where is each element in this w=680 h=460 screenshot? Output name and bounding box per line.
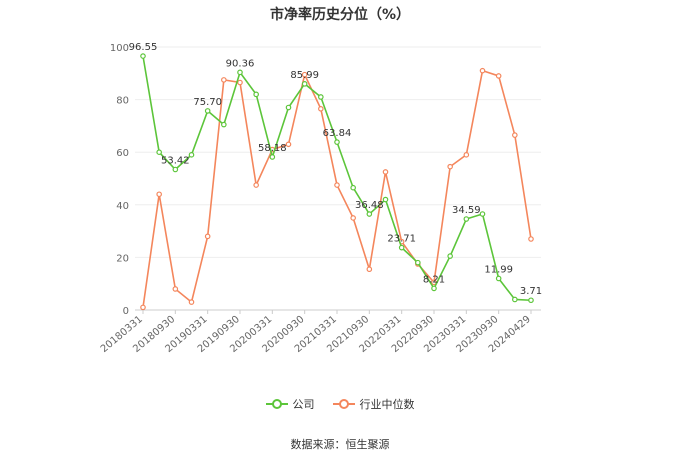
data-point — [528, 236, 534, 242]
data-point — [221, 121, 227, 128]
data-point — [140, 304, 146, 311]
data-point — [479, 211, 486, 217]
y-tick-label: 100 — [110, 43, 129, 54]
data-label: 3.71 — [520, 286, 542, 297]
data-point — [318, 106, 324, 112]
data-point — [156, 149, 162, 156]
legend-industry-icon — [332, 399, 355, 409]
data-point — [221, 77, 227, 83]
data-point — [334, 182, 340, 188]
data-label: 90.36 — [226, 58, 255, 69]
data-point — [301, 71, 308, 78]
data-point — [479, 67, 486, 74]
data-point — [382, 196, 389, 203]
data-point — [237, 79, 243, 86]
data-source: 数据来源：恒生聚源 — [290, 438, 390, 451]
data-point — [204, 233, 211, 240]
data-point — [463, 152, 470, 158]
data-point — [172, 286, 179, 292]
data-point — [188, 152, 195, 158]
y-tick-label: 40 — [116, 201, 129, 212]
data-label: 85.99 — [290, 70, 319, 81]
data-label: 58.18 — [258, 143, 287, 154]
data-label: 34.59 — [452, 205, 481, 216]
data-point — [463, 216, 470, 222]
data-point — [350, 184, 356, 191]
data-point — [350, 215, 356, 221]
data-label: 63.84 — [323, 128, 352, 139]
data-point — [204, 108, 211, 114]
data-point — [318, 94, 324, 100]
data-point — [398, 244, 405, 251]
data-point — [156, 191, 162, 198]
y-tick-label: 60 — [116, 148, 129, 159]
legend: 公司 行业中位数 — [0, 396, 680, 412]
data-label: 53.42 — [161, 156, 190, 167]
data-point — [512, 296, 518, 303]
data-point — [188, 299, 195, 305]
data-label: 23.71 — [387, 234, 416, 245]
data-point — [366, 266, 373, 273]
data-label: 36.48 — [355, 200, 384, 211]
data-label: 96.55 — [129, 42, 158, 53]
data-point — [285, 104, 292, 111]
data-point — [447, 163, 453, 170]
y-tick-label: 80 — [116, 96, 129, 107]
series — [140, 53, 534, 311]
data-point — [495, 73, 502, 79]
data-point — [415, 259, 421, 266]
data-point — [447, 253, 453, 259]
data-label: 11.99 — [484, 264, 513, 275]
grid — [135, 46, 541, 311]
data-point — [253, 182, 259, 188]
legend-industry-label: 行业中位数 — [359, 398, 415, 411]
data-point — [253, 91, 259, 98]
data-point — [301, 81, 308, 87]
chart-title: 市净率历史分位（%） — [269, 7, 411, 23]
data-point — [269, 154, 276, 160]
y-tick-label: 0 — [123, 306, 129, 317]
legend-item-industry[interactable]: 行业中位数 — [332, 396, 415, 412]
data-point — [285, 141, 292, 148]
data-point — [512, 132, 518, 138]
data-label: 75.70 — [193, 97, 222, 108]
data-label: 8.21 — [423, 274, 445, 285]
data-labels: 96.55 53.42 75.70 90.36 58.18 85.99 63.84 36.48… — [129, 42, 542, 297]
data-point — [366, 211, 373, 217]
legend-company-label: 公司 — [292, 398, 315, 411]
data-point — [172, 166, 179, 173]
axes: 0204060801002018033120180930201903312019… — [99, 43, 533, 355]
data-point — [334, 139, 340, 145]
data-point — [140, 53, 146, 59]
y-tick-label: 20 — [116, 253, 129, 264]
data-point — [528, 297, 534, 304]
data-point — [431, 285, 437, 292]
data-point — [237, 69, 243, 76]
data-point — [382, 169, 389, 175]
legend-company-icon — [265, 399, 288, 409]
data-point — [495, 275, 502, 282]
legend-item-company[interactable]: 公司 — [265, 396, 315, 412]
